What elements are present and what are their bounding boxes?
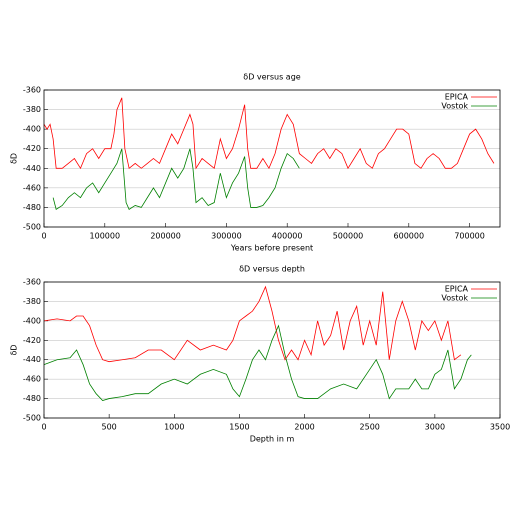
x-tick-label: 300000	[211, 232, 242, 241]
subplot: δD versus depth -360 -380 -400 -420 -440 -460 -…	[10, 265, 511, 444]
y-tick-label: -360	[23, 278, 41, 287]
legend-label: EPICA	[445, 93, 469, 102]
x-tick-label: 0	[41, 423, 46, 432]
y-tick-label: -500	[23, 223, 41, 232]
y-tick-label: -400	[23, 125, 41, 134]
x-tick-label: 700000	[454, 232, 485, 241]
y-tick-label: -420	[23, 336, 41, 345]
legend-label: EPICA	[445, 285, 469, 294]
x-tick-label: 400000	[272, 232, 303, 241]
y-tick-label: -400	[23, 316, 41, 325]
y-axis-label: δD	[10, 344, 19, 355]
data-line	[43, 324, 472, 401]
x-tick-label: 500	[102, 423, 117, 432]
y-tick-label: -480	[23, 203, 41, 212]
y-tick-label: -380	[23, 105, 41, 114]
data-line	[52, 148, 300, 211]
y-tick-label: -440	[23, 164, 41, 173]
x-tick-label: 100000	[90, 232, 121, 241]
chart-title: δD versus depth	[239, 265, 305, 274]
x-tick-label: 2500	[360, 423, 380, 432]
x-tick-label: 1000	[164, 423, 184, 432]
x-tick-label: 500000	[333, 232, 364, 241]
x-tick-label: 3000	[425, 423, 445, 432]
y-tick-label: -460	[23, 375, 41, 384]
data-line	[43, 285, 462, 363]
y-tick-label: -460	[23, 183, 41, 192]
y-tick-label: -360	[23, 86, 41, 95]
plot-frame	[43, 89, 501, 228]
x-tick-label: 200000	[150, 232, 181, 241]
x-tick-label: 0	[41, 232, 46, 241]
x-axis-label: Depth in m	[250, 435, 295, 444]
plot-frame	[43, 281, 501, 419]
x-tick-label: 1500	[229, 423, 249, 432]
y-axis-label: δD	[10, 153, 19, 164]
subplot: δD versus age -360 -380 -400 -420 -440 -460 -48…	[10, 73, 501, 253]
x-tick-label: 3500	[490, 423, 510, 432]
y-tick-label: -440	[23, 355, 41, 364]
y-tick-label: -500	[23, 414, 41, 423]
x-tick-label: 600000	[394, 232, 425, 241]
chart-title: δD versus age	[243, 73, 300, 82]
y-tick-label: -380	[23, 297, 41, 306]
legend-label: Vostok	[441, 102, 468, 111]
data-line	[43, 97, 495, 170]
y-tick-label: -480	[23, 394, 41, 403]
x-axis-label: Years before present	[230, 244, 313, 253]
y-tick-label: -420	[23, 144, 41, 153]
x-tick-label: 2000	[294, 423, 314, 432]
legend-label: Vostok	[441, 294, 468, 303]
